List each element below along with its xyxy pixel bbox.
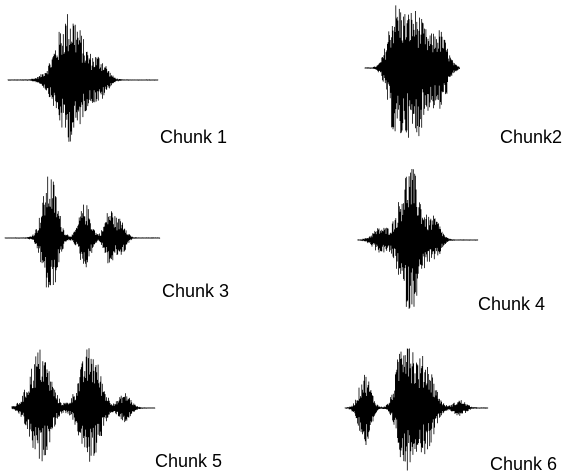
chunk-label: Chunk 3 xyxy=(162,281,229,301)
waveform xyxy=(364,5,460,138)
chunk-label: Chunk 4 xyxy=(478,294,545,314)
waveform xyxy=(7,14,159,142)
waveform xyxy=(357,169,479,309)
chunk-label: Chunk2 xyxy=(500,127,562,147)
chunk-label: Chunk 1 xyxy=(160,127,227,147)
chunk-label: Chunk 5 xyxy=(155,451,222,471)
waveform xyxy=(4,176,161,288)
waveform xyxy=(344,348,489,471)
waveform xyxy=(11,348,156,462)
chunk-label: Chunk 6 xyxy=(490,454,557,474)
